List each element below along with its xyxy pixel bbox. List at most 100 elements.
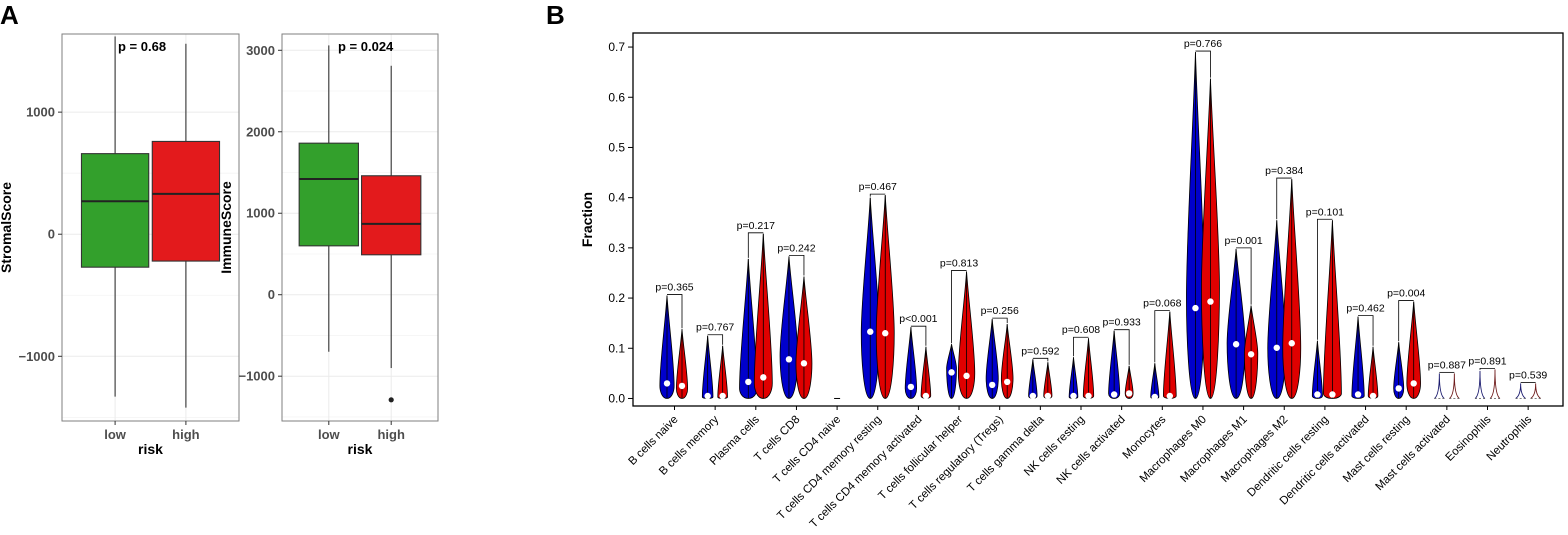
- p-value-bracket: [1032, 357, 1049, 362]
- p-value-label: p=0.001: [1224, 235, 1262, 247]
- violin-low: [1434, 373, 1445, 399]
- p-value-bracket: [1317, 218, 1333, 340]
- p-value-label: p=0.365: [655, 282, 693, 294]
- y-tick-label: 0: [48, 227, 55, 242]
- y-tick-label: 0.5: [608, 140, 625, 154]
- median-point-high: [1085, 392, 1092, 400]
- p-value-label: p=0.068: [1143, 298, 1181, 310]
- median-point-high: [1044, 392, 1052, 400]
- p-value-bracket: [1276, 177, 1292, 220]
- x-tick-label: low: [318, 427, 341, 442]
- median-point-low: [1354, 391, 1362, 398]
- y-tick-label: 0.1: [608, 341, 625, 355]
- p-value-label: p<0.001: [899, 313, 937, 325]
- median-point-high: [760, 374, 767, 381]
- y-tick-label: 2000: [246, 124, 275, 139]
- median-point-low: [1151, 393, 1159, 401]
- median-point-low: [785, 356, 793, 363]
- p-value-bracket: [667, 294, 683, 329]
- median-point-high: [882, 330, 889, 337]
- p-value-bracket: [788, 254, 805, 276]
- p-value-bracket: [869, 193, 886, 197]
- box-low: [298, 142, 359, 247]
- x-category-label: T cells gamma delta: [965, 413, 1047, 495]
- median-point-low: [1273, 344, 1280, 351]
- y-axis-label: ImmuneScore: [218, 181, 234, 274]
- median-point-high: [1329, 391, 1336, 398]
- median-point-high: [1410, 380, 1417, 387]
- median-point-low: [1192, 304, 1199, 312]
- p-value-label: p=0.256: [981, 305, 1019, 317]
- p-value-bracket: [1073, 336, 1089, 357]
- y-axis-label: Fraction: [579, 192, 595, 247]
- x-category-label: Mast cells activated: [1374, 414, 1453, 493]
- median-point-low: [704, 392, 711, 400]
- y-tick-label: 3000: [246, 43, 275, 58]
- y-tick-label: 0.6: [608, 90, 625, 104]
- x-tick-label: high: [377, 427, 404, 442]
- y-tick-label: 0.2: [608, 291, 625, 305]
- panel-border: [61, 33, 240, 422]
- y-tick-label: 0.7: [608, 40, 625, 54]
- y-tick-label: 1000: [246, 206, 275, 221]
- p-value-label: p=0.933: [1103, 317, 1141, 329]
- immune-score-boxplot: 3000 2000 1000 0 −1000 low high risk ImmuneScore…: [218, 33, 439, 457]
- p-value-bracket: [910, 325, 927, 346]
- p-value-label: p=0.217: [737, 220, 775, 232]
- y-tick-label: −1000: [18, 349, 55, 364]
- median-point-low: [1110, 391, 1118, 398]
- p-value-bracket: [1154, 310, 1170, 363]
- median-point-high: [1004, 378, 1011, 386]
- median-point-high: [800, 360, 808, 367]
- x-axis-label: risk: [348, 441, 373, 457]
- median-point-low: [663, 380, 671, 387]
- p-value-label: p=0.004: [1387, 288, 1425, 300]
- y-axis-label: StromalScore: [0, 182, 14, 273]
- median-point-low: [867, 328, 874, 335]
- panel-label-b: B: [546, 0, 565, 30]
- median-point-high: [1125, 390, 1133, 397]
- p-value-bracket: [1195, 50, 1211, 78]
- box-high: [151, 140, 221, 262]
- p-value-bracket: [1479, 367, 1495, 370]
- median-point-low: [1395, 385, 1402, 392]
- y-tick-label: 0.3: [608, 241, 625, 255]
- median-point-low: [1029, 392, 1037, 400]
- median-point-high: [1247, 351, 1255, 358]
- p-value-bracket: [747, 232, 764, 258]
- p-value-label: p=0.766: [1184, 38, 1222, 50]
- median-point-high: [1369, 392, 1377, 400]
- p-value-label: p=0.539: [1509, 369, 1547, 381]
- y-tick-label: −1000: [238, 369, 275, 384]
- p-value-label: p=0.384: [1265, 165, 1303, 177]
- panel-label-a: A: [0, 0, 19, 30]
- median-point-high: [1288, 340, 1295, 347]
- p-value-label: p=0.813: [940, 257, 978, 269]
- median-point-high: [1166, 392, 1174, 400]
- outlier-point: [388, 397, 394, 403]
- p-value-label: p=0.467: [859, 181, 897, 193]
- x-tick-label: low: [104, 427, 127, 442]
- p-value-bracket: [1358, 315, 1374, 346]
- p-value-label: p=0.462: [1346, 303, 1384, 315]
- p-value-bracket: [1236, 247, 1252, 305]
- box-high: [361, 175, 422, 256]
- median-point-low: [907, 383, 915, 391]
- y-tick-label: 1000: [26, 105, 55, 120]
- x-axis-label: risk: [138, 441, 163, 457]
- p-value-bracket: [951, 270, 967, 344]
- p-value-bracket: [1114, 329, 1130, 365]
- p-value-label: p=0.887: [1428, 359, 1466, 371]
- y-tick-label: 0.4: [608, 191, 625, 205]
- stromal-score-boxplot: 1000 0 −1000 low high risk StromalScore p = 0.6…: [0, 33, 240, 457]
- median-point-low: [989, 381, 996, 389]
- y-tick-label: 0.0: [608, 391, 625, 405]
- p-value-label: p=0.608: [1062, 324, 1100, 336]
- p-value-label: p=0.767: [696, 322, 734, 334]
- p-value-label: p = 0.68: [118, 39, 166, 54]
- median-point-high: [678, 382, 686, 390]
- p-value-label: p=0.891: [1468, 355, 1506, 367]
- p-value-label: p=0.242: [777, 242, 815, 254]
- median-point-high: [922, 392, 930, 400]
